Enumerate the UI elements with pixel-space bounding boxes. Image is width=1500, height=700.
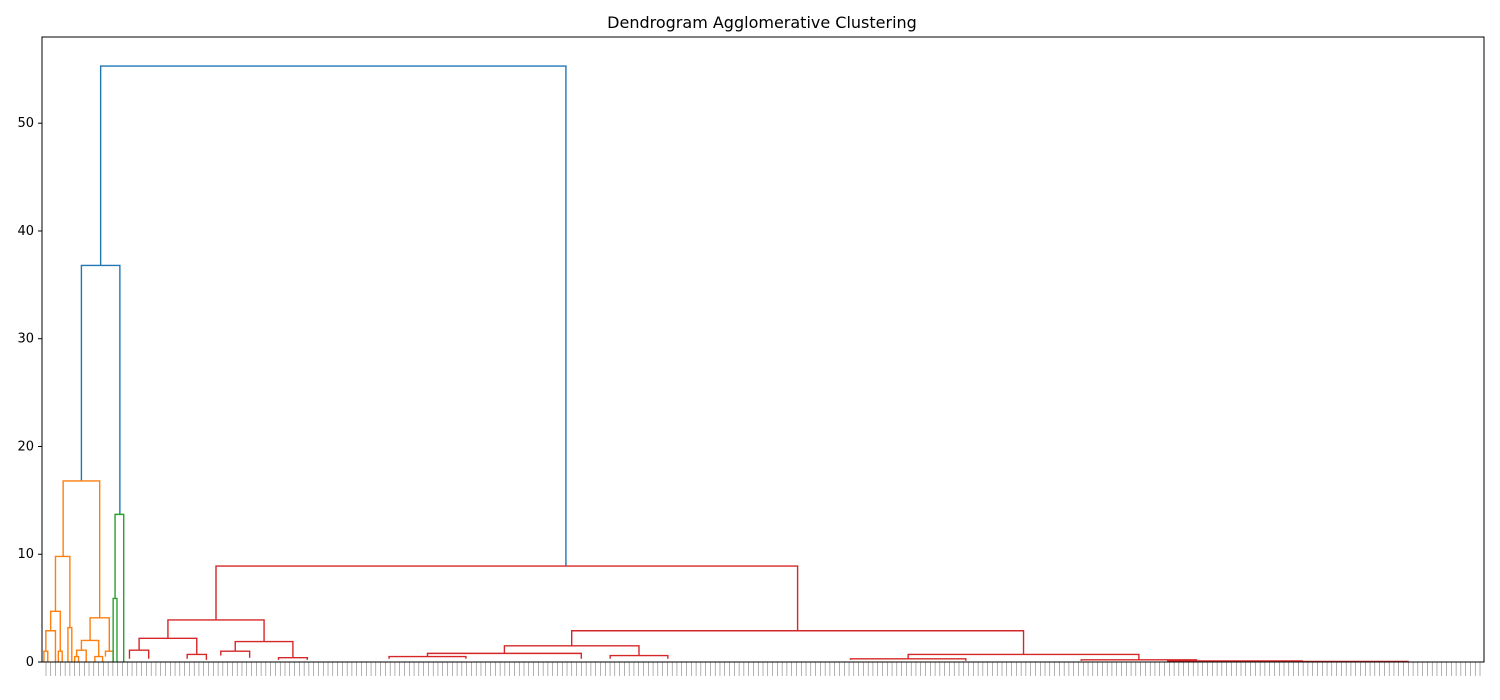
dendrogram-link xyxy=(114,513,125,662)
dendrogram-link xyxy=(94,655,104,662)
y-tick-label: 40 xyxy=(17,224,34,239)
dendrogram-link xyxy=(234,640,294,658)
dendrogram-link xyxy=(80,639,100,657)
y-tick-label: 0 xyxy=(26,655,34,670)
dendrogram-link xyxy=(609,654,669,659)
dendrogram-link xyxy=(80,264,121,515)
y-tick-label: 30 xyxy=(17,332,34,347)
dendrogram-link xyxy=(75,649,87,662)
dendrogram-link xyxy=(112,597,118,662)
dendrogram-link xyxy=(73,655,80,662)
dendrogram-link xyxy=(128,649,150,659)
leaf-labels xyxy=(45,662,1481,676)
dendrogram-link xyxy=(426,652,583,659)
dendrogram-link xyxy=(43,650,49,662)
dendrogram-link xyxy=(503,645,640,656)
dendrogram-link xyxy=(277,656,309,660)
dendrogram-link xyxy=(215,565,799,631)
dendrogram-link xyxy=(849,658,967,661)
dendrogram-link xyxy=(49,610,61,652)
dendrogram-link xyxy=(907,653,1140,660)
dendrogram-link xyxy=(99,65,567,567)
plot-frame xyxy=(41,36,1485,663)
dendrogram-link xyxy=(570,630,1025,655)
dendrogram-link xyxy=(104,650,114,662)
dendrogram-link xyxy=(138,637,198,655)
dendrogram-link xyxy=(67,626,73,662)
dendrogram-link xyxy=(57,650,63,662)
chart-title: Dendrogram Agglomerative Clustering xyxy=(607,13,917,32)
dendrogram-link xyxy=(89,617,110,652)
y-tick-label: 20 xyxy=(17,439,34,454)
dendrogram-link xyxy=(167,619,265,642)
dendrogram-links xyxy=(43,65,1409,663)
dendrogram-link xyxy=(220,650,251,658)
y-tick-label: 50 xyxy=(17,116,34,131)
dendrogram-link xyxy=(388,655,467,659)
dendrogram-link xyxy=(45,630,57,662)
dendrogram-link xyxy=(54,555,71,628)
y-tick-label: 10 xyxy=(17,547,34,562)
y-axis: 0 10 20 30 40 50 xyxy=(17,116,42,670)
dendrogram-link xyxy=(62,480,101,618)
dendrogram-link xyxy=(186,653,208,660)
